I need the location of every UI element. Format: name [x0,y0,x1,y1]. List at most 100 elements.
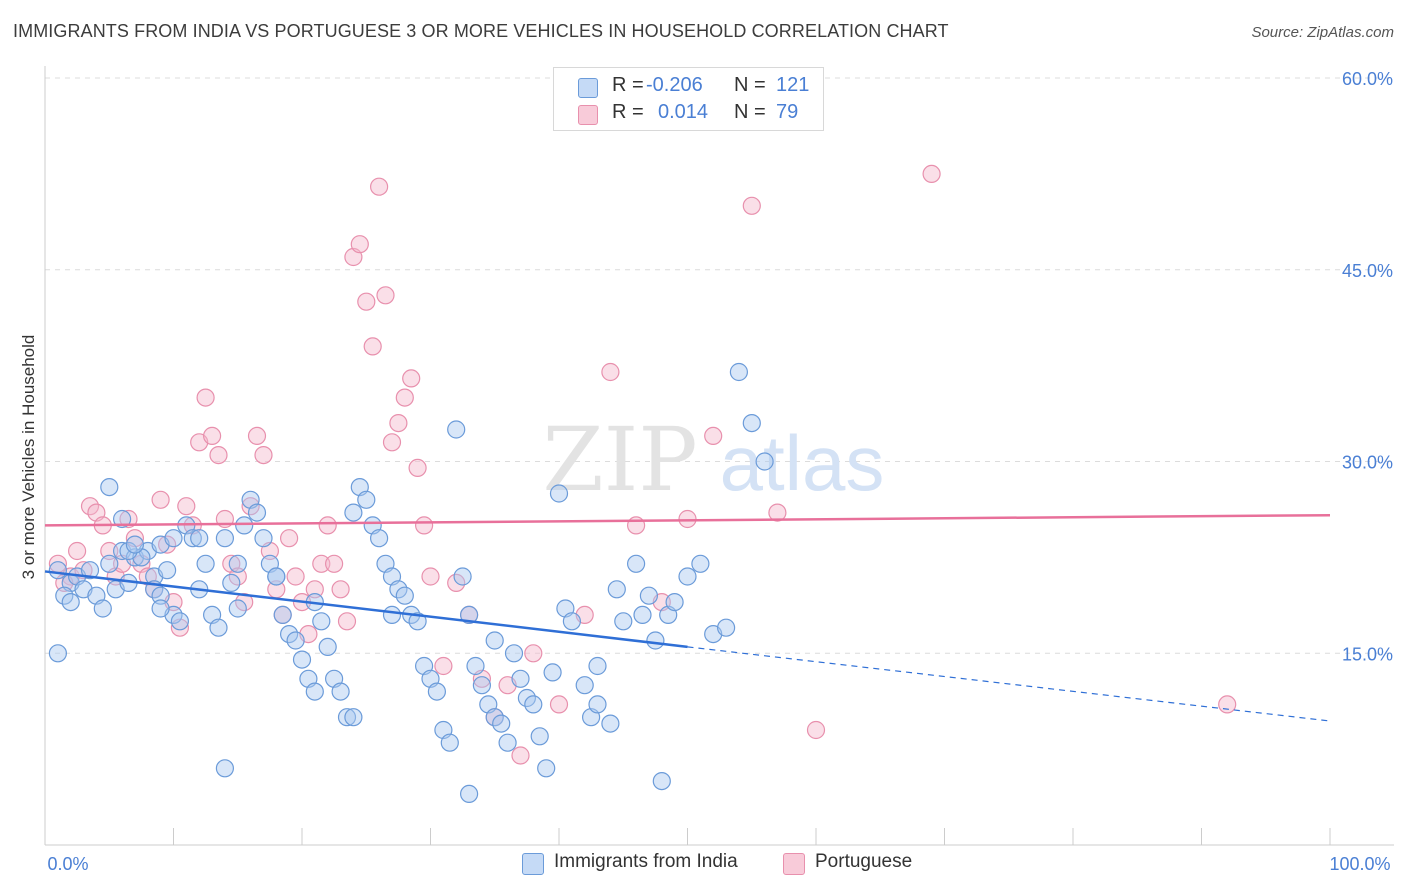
portuguese-point [325,554,344,573]
portuguese-trend-line [44,513,1331,527]
portuguese-point [1218,695,1237,714]
india-point [588,695,607,714]
india-point [190,529,209,548]
portuguese-point [768,503,787,522]
portuguese-point [370,177,389,196]
india-point [485,708,504,727]
india-point [742,414,761,433]
india-point [504,644,524,663]
portuguese-point [402,369,421,388]
axes [44,66,1394,846]
india-point [626,554,646,573]
india-point [466,656,485,676]
portuguese-point [742,196,761,215]
india-point [228,599,247,618]
india-point [228,554,247,573]
trend-lines [44,513,1331,722]
india-point [183,529,202,548]
india-point [151,586,170,605]
y-tick-label: 45.0% [1342,261,1393,281]
y-tick-label: 60.0% [1342,69,1393,89]
x-tick-label-min: 0.0% [47,854,88,874]
portuguese-point [408,458,427,477]
india-points [48,362,774,804]
portuguese-point [67,541,87,561]
n-label: N = [734,74,766,96]
india-point [652,771,671,791]
r-value: -0.206 [646,74,703,96]
portuguese-point [254,446,273,465]
india-point [492,714,511,733]
india-point [80,561,100,580]
portuguese-point [151,490,170,509]
india-point [601,714,620,733]
portuguese-point [678,509,697,529]
india-point [273,605,292,625]
india-point [112,509,132,529]
legend-label: Portuguese [815,851,913,872]
india-point [633,605,652,625]
india-point [312,612,331,631]
india-point [170,612,189,631]
india-point [665,592,684,612]
n-label: N = [734,101,766,123]
portuguese-point [305,580,324,599]
portuguese-legend-swatch [783,853,805,875]
y-tick-label: 30.0% [1342,453,1393,473]
r-label: R = [612,101,644,123]
india-trend-extension [687,646,1331,722]
india-point [646,631,665,650]
portuguese-point [331,580,350,599]
india-point [286,631,305,650]
india-point [292,650,312,669]
portuguese-point [524,644,543,663]
n-value: 79 [776,101,799,123]
india-point [267,567,286,586]
india-point [100,478,119,497]
portuguese-point [357,292,376,311]
india-trend-line [44,570,688,649]
watermark-zip: ZIP [542,408,697,511]
portuguese-point [434,656,453,676]
india-point [151,599,170,618]
india-point [440,733,459,752]
india-legend-swatch [522,853,544,875]
india-point [382,605,402,625]
stats-legend: R = -0.206 N = 121 R = 0.014 N = 79 [553,67,824,131]
portuguese-point [318,516,337,535]
portuguese-point [312,554,331,573]
india-point [639,586,659,605]
india-point [215,529,234,548]
india-point [447,420,466,439]
india-point [408,612,427,631]
x-tick-label-max: 100.0% [1329,854,1390,874]
portuguese-point [280,529,299,548]
india-point [209,618,228,637]
india-point [158,561,177,580]
source-credit: Source: ZipAtlas.com [1251,24,1394,41]
india-point [511,669,530,688]
portuguese-point [247,426,267,445]
india-point [222,573,241,593]
india-point [524,695,543,714]
india-point [215,759,234,778]
india-point [614,612,633,631]
portuguese-point [228,567,247,586]
portuguese-point [376,286,395,305]
india-point [254,529,273,548]
india-point [93,599,112,618]
portuguese-point [100,541,119,561]
india-point [575,676,594,695]
india-point [318,637,337,657]
india-point [755,452,774,471]
r-label: R = [612,74,644,96]
portuguese-point [203,426,222,445]
y-axis-label: 3 or more Vehicles in Household [19,335,38,580]
portuguese-point [209,446,228,465]
india-point [48,644,68,663]
portuguese-point [337,612,357,631]
india-point [395,586,414,605]
india-swatch [578,78,598,98]
portuguese-point [363,337,382,356]
